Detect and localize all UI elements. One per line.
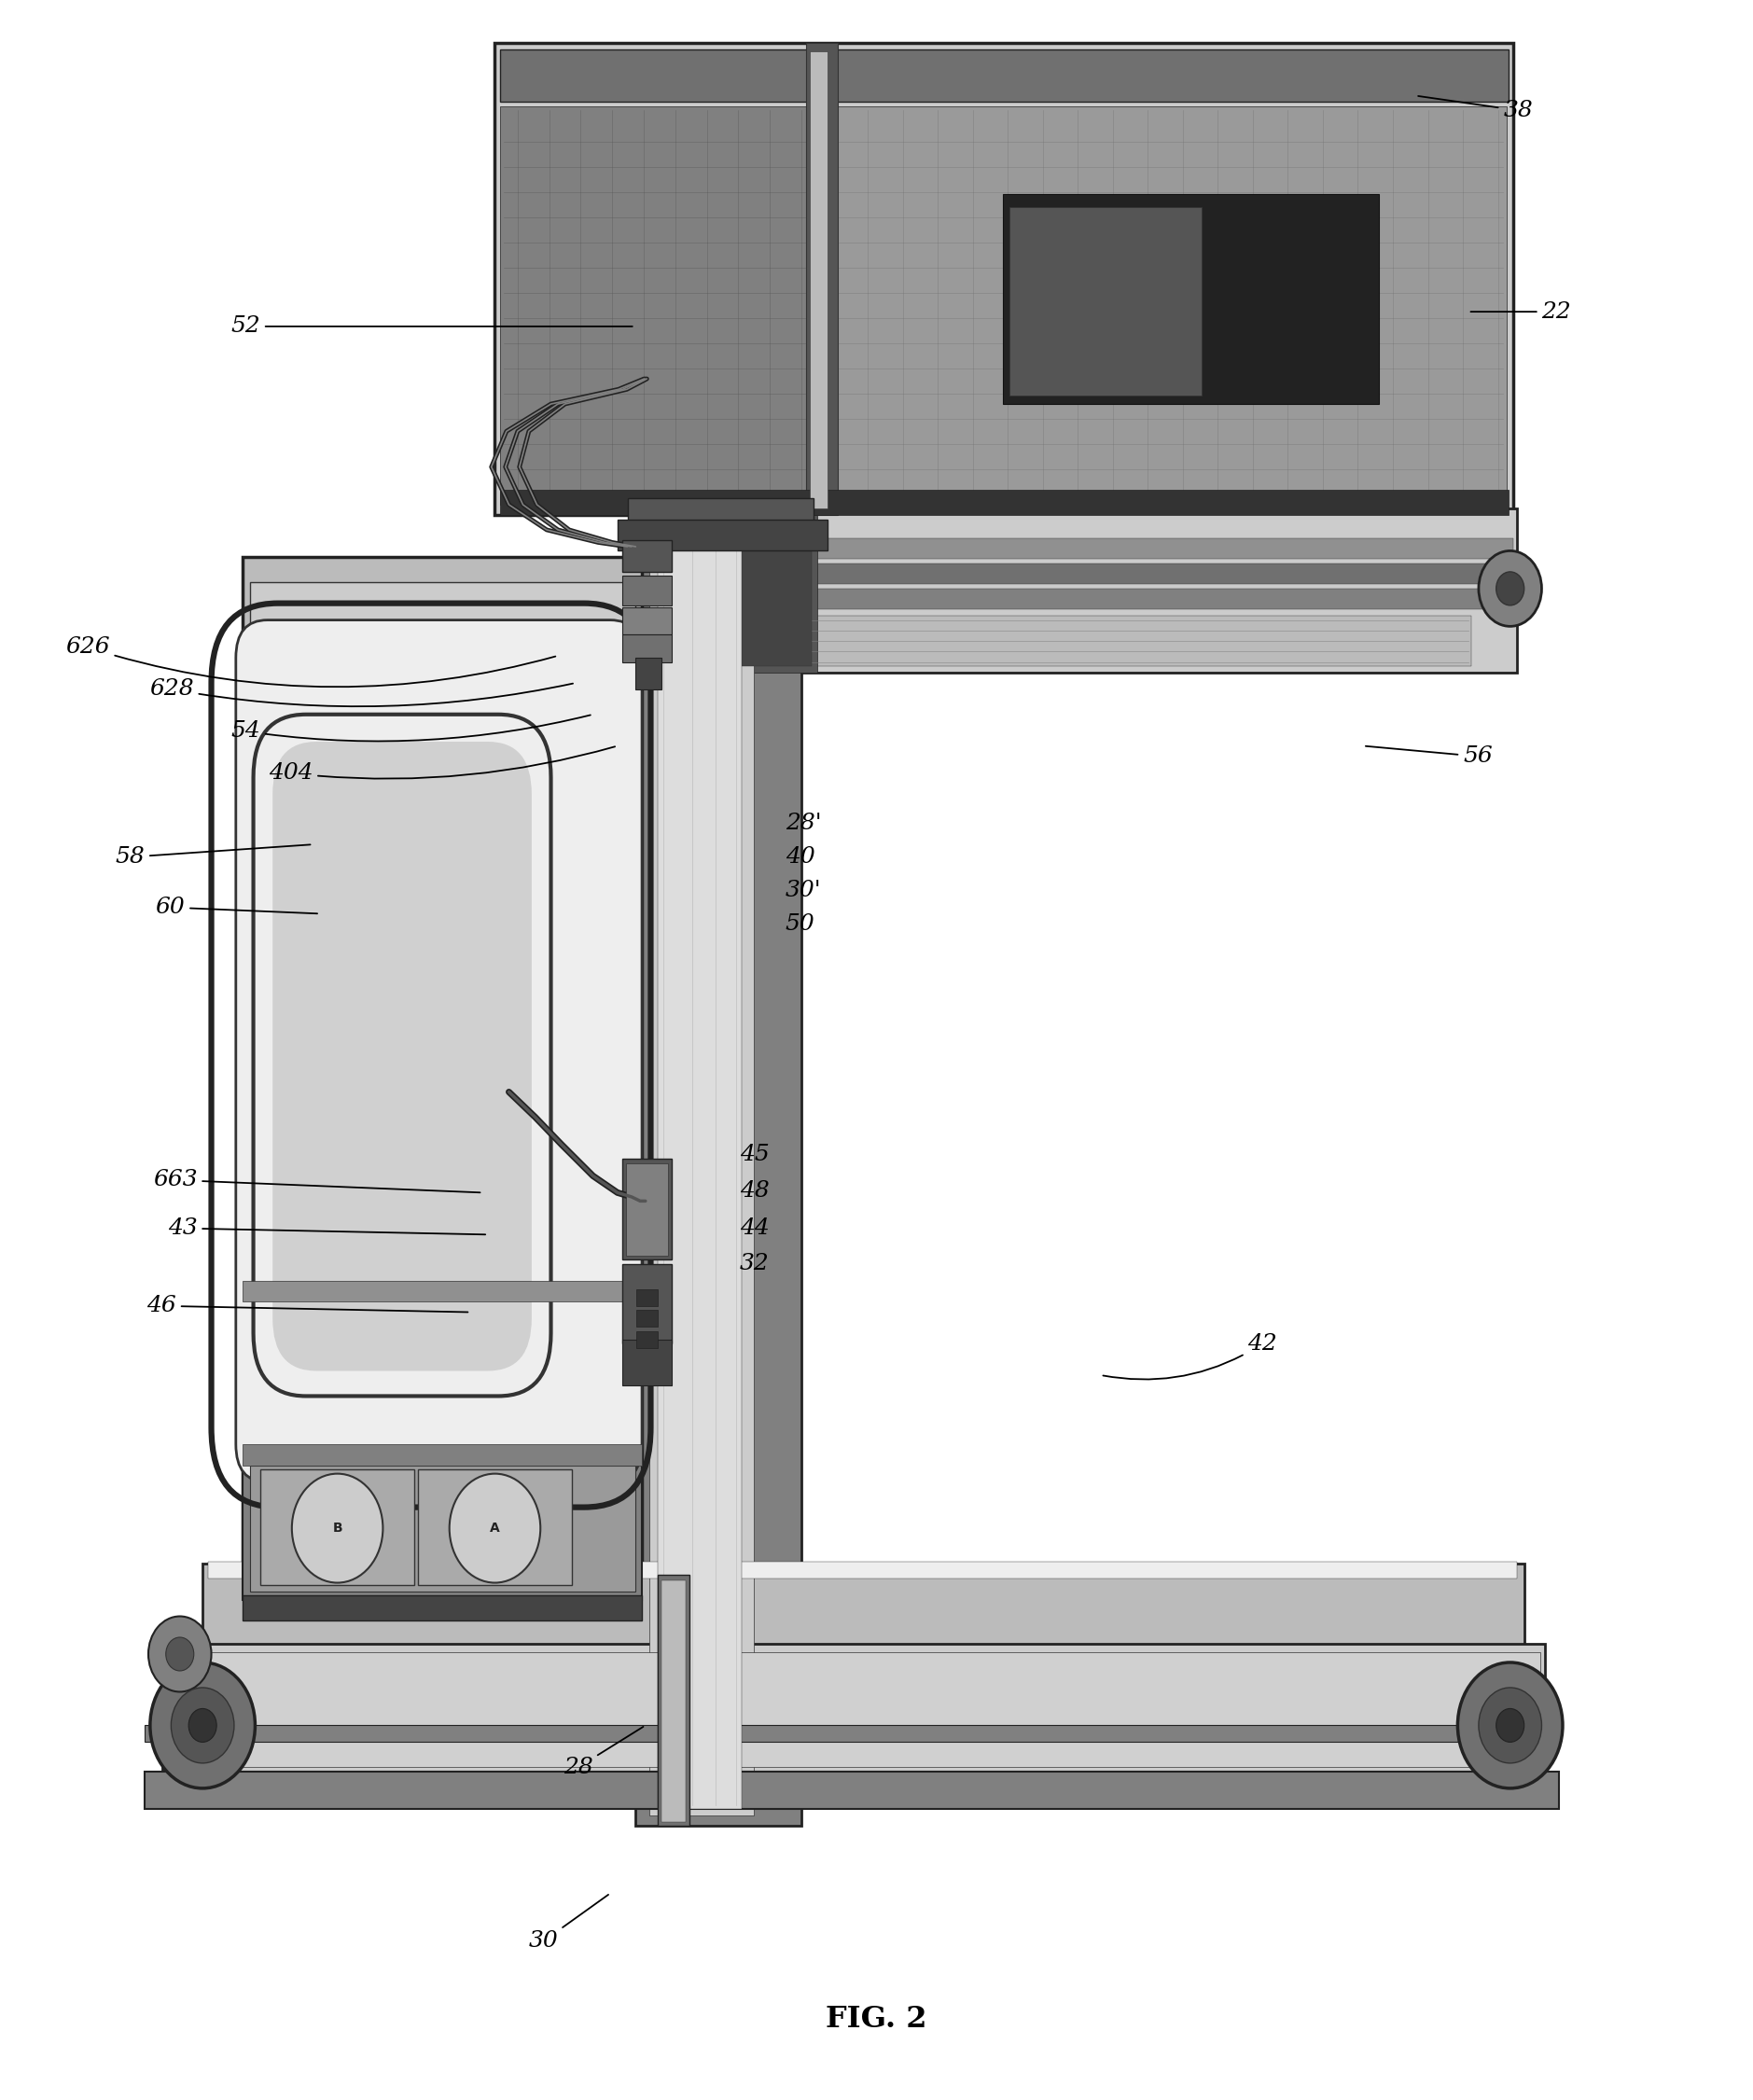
Text: 46: 46 — [147, 1296, 468, 1317]
Text: 404: 404 — [268, 748, 615, 783]
Text: 28: 28 — [563, 1726, 643, 1779]
Bar — [663, 563, 1513, 584]
Bar — [244, 556, 642, 1606]
Bar — [163, 1644, 1544, 1774]
Bar — [617, 519, 827, 550]
Text: FIG. 2: FIG. 2 — [826, 2006, 927, 2033]
Text: A: A — [489, 1522, 500, 1535]
FancyBboxPatch shape — [273, 741, 531, 1371]
Bar — [209, 1562, 1516, 1579]
Circle shape — [172, 1688, 235, 1764]
Circle shape — [151, 1663, 256, 1789]
Text: 48: 48 — [740, 1180, 770, 1201]
Bar — [659, 508, 817, 672]
Bar — [666, 519, 812, 666]
Bar — [244, 1457, 642, 1600]
Bar — [806, 44, 838, 514]
Bar — [663, 538, 1513, 559]
Bar — [657, 1575, 689, 1827]
Text: 628: 628 — [149, 678, 573, 706]
Bar — [622, 540, 671, 571]
Bar — [663, 588, 1513, 609]
Text: 38: 38 — [1418, 97, 1532, 122]
Circle shape — [167, 1638, 195, 1672]
Text: 54: 54 — [231, 714, 591, 741]
Bar — [244, 1596, 642, 1621]
Bar — [251, 1466, 635, 1592]
Bar — [622, 1264, 671, 1344]
Bar — [635, 508, 801, 1827]
Circle shape — [1495, 1709, 1523, 1743]
Text: 30: 30 — [528, 1894, 608, 1953]
Bar — [636, 1289, 657, 1306]
Text: 42: 42 — [1103, 1334, 1278, 1380]
Bar — [500, 50, 1508, 103]
Bar — [500, 107, 815, 504]
Bar — [145, 1772, 1558, 1810]
Bar — [666, 615, 1471, 666]
Circle shape — [1495, 571, 1523, 605]
Text: B: B — [333, 1522, 342, 1535]
Bar — [636, 1310, 657, 1327]
Bar — [261, 640, 619, 1459]
Bar — [626, 1163, 668, 1256]
Bar — [500, 489, 1508, 514]
Circle shape — [291, 1474, 382, 1583]
Circle shape — [1458, 1663, 1562, 1789]
Text: 663: 663 — [153, 1170, 480, 1193]
Bar — [622, 1340, 671, 1386]
Bar — [261, 1470, 414, 1585]
Circle shape — [149, 1617, 212, 1693]
Bar — [203, 1564, 1523, 1648]
Bar — [657, 521, 742, 1810]
Bar — [251, 582, 635, 1579]
Bar — [661, 1581, 685, 1823]
Bar — [622, 634, 671, 662]
Text: 56: 56 — [1366, 745, 1492, 766]
Bar — [145, 1726, 1558, 1743]
Text: 52: 52 — [231, 315, 633, 338]
Bar — [810, 53, 827, 508]
Circle shape — [1478, 550, 1541, 626]
Bar — [417, 1470, 571, 1585]
Bar — [815, 107, 1506, 504]
Text: 30': 30' — [785, 880, 822, 901]
Bar — [1003, 195, 1380, 403]
Bar — [1499, 578, 1509, 598]
Bar — [636, 1331, 657, 1348]
Text: 43: 43 — [168, 1218, 486, 1239]
Bar — [622, 1159, 671, 1260]
Bar — [649, 514, 754, 1816]
Text: 60: 60 — [156, 897, 317, 918]
Bar — [244, 1445, 642, 1466]
Bar — [628, 498, 813, 529]
Text: 22: 22 — [1471, 300, 1571, 323]
Circle shape — [1478, 1688, 1541, 1764]
Text: 44: 44 — [740, 1218, 770, 1239]
Bar — [622, 607, 671, 634]
Bar — [659, 508, 1516, 672]
Bar — [1010, 206, 1203, 395]
Text: 626: 626 — [65, 636, 556, 687]
Text: 40: 40 — [785, 846, 815, 867]
Bar — [168, 1653, 1539, 1768]
Text: 32: 32 — [740, 1254, 770, 1275]
Bar — [635, 657, 661, 689]
Bar — [244, 1281, 642, 1302]
Text: 50: 50 — [785, 914, 815, 934]
Text: 58: 58 — [116, 844, 310, 867]
Circle shape — [189, 1709, 217, 1743]
Circle shape — [449, 1474, 540, 1583]
Bar — [622, 575, 671, 605]
Text: 28': 28' — [785, 813, 822, 834]
FancyBboxPatch shape — [237, 620, 642, 1483]
Text: 45: 45 — [740, 1144, 770, 1166]
Bar — [494, 44, 1513, 514]
